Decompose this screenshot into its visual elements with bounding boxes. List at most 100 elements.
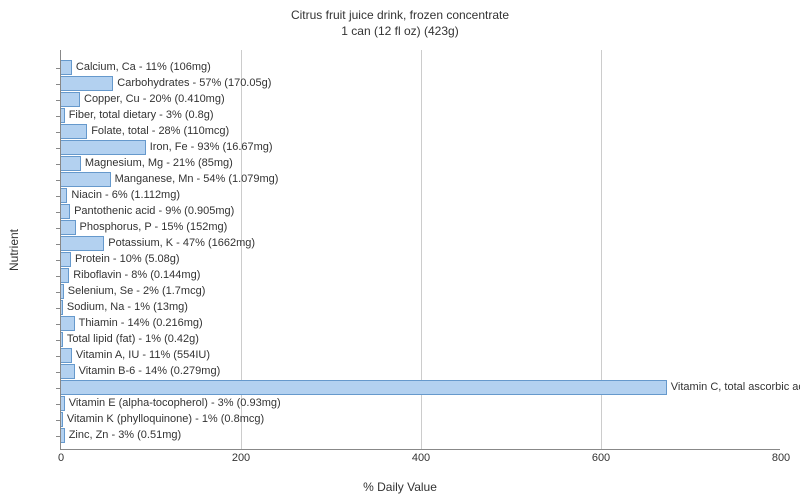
bar-label: Vitamin K (phylloquinone) - 1% (0.8mcg) [67,414,264,425]
x-axis-label: % Daily Value [363,480,437,494]
y-tick [56,276,61,277]
bars-group: Calcium, Ca - 11% (106mg) Carbohydrates -… [61,50,780,449]
y-tick [56,68,61,69]
nutrient-bar [61,412,63,427]
x-tick-label: 200 [232,452,250,464]
nutrient-bar [61,380,667,395]
bar-label: Selenium, Se - 2% (1.7mcg) [68,286,206,297]
bar-row: Vitamin E (alpha-tocopherol) - 3% (0.93m… [61,396,281,411]
bar-row: Potassium, K - 47% (1662mg) [61,236,255,251]
bar-row: Magnesium, Mg - 21% (85mg) [61,156,233,171]
bar-label: Vitamin C, total ascorbic acid - 672% (4… [671,382,800,393]
nutrient-bar [61,220,76,235]
nutrient-bar [61,60,72,75]
bar-label: Sodium, Na - 1% (13mg) [67,302,188,313]
bar-row: Zinc, Zn - 3% (0.51mg) [61,428,181,443]
x-tick-label: 0 [58,452,64,464]
nutrient-bar [61,92,80,107]
bar-row: Thiamin - 14% (0.216mg) [61,316,203,331]
plot-area: Calcium, Ca - 11% (106mg) Carbohydrates -… [60,50,780,450]
y-tick [56,84,61,85]
x-tick-label: 600 [592,452,610,464]
nutrient-bar [61,268,69,283]
bar-row: Folate, total - 28% (110mcg) [61,124,229,139]
nutrient-bar [61,348,72,363]
y-tick [56,100,61,101]
nutrient-bar [61,284,64,299]
bar-label: Pantothenic acid - 9% (0.905mg) [74,206,234,217]
nutrient-bar [61,188,67,203]
bar-label: Potassium, K - 47% (1662mg) [108,238,255,249]
nutrient-bar [61,140,146,155]
title-line-1: Citrus fruit juice drink, frozen concent… [291,8,509,22]
nutrient-bar [61,172,111,187]
nutrient-bar [61,396,65,411]
y-tick [56,308,61,309]
y-axis-label: Nutrient [7,229,21,271]
y-tick [56,148,61,149]
bar-label: Zinc, Zn - 3% (0.51mg) [69,430,181,441]
bar-row: Copper, Cu - 20% (0.410mg) [61,92,225,107]
bar-row: Riboflavin - 8% (0.144mg) [61,268,200,283]
y-tick [56,356,61,357]
y-tick [56,324,61,325]
nutrient-bar [61,204,70,219]
y-tick [56,404,61,405]
bar-row: Vitamin C, total ascorbic acid - 672% (4… [61,380,800,395]
bar-row: Protein - 10% (5.08g) [61,252,180,267]
bar-row: Total lipid (fat) - 1% (0.42g) [61,332,199,347]
bar-label: Vitamin B-6 - 14% (0.279mg) [79,366,221,377]
bar-row: Vitamin B-6 - 14% (0.279mg) [61,364,220,379]
nutrient-bar [61,156,81,171]
bar-label: Thiamin - 14% (0.216mg) [79,318,203,329]
y-tick [56,372,61,373]
bar-row: Manganese, Mn - 54% (1.079mg) [61,172,278,187]
bar-row: Niacin - 6% (1.112mg) [61,188,180,203]
nutrient-bar [61,300,63,315]
y-tick [56,228,61,229]
nutrient-bar [61,364,75,379]
bar-label: Manganese, Mn - 54% (1.079mg) [115,174,279,185]
nutrient-bar [61,252,71,267]
x-tick-label: 400 [412,452,430,464]
y-tick [56,132,61,133]
title-line-2: 1 can (12 fl oz) (423g) [341,24,458,38]
nutrient-bar [61,76,113,91]
bar-row: Iron, Fe - 93% (16.67mg) [61,140,273,155]
bar-label: Fiber, total dietary - 3% (0.8g) [69,110,214,121]
bar-row: Pantothenic acid - 9% (0.905mg) [61,204,234,219]
bar-label: Copper, Cu - 20% (0.410mg) [84,94,225,105]
nutrient-chart: Citrus fruit juice drink, frozen concent… [0,0,800,500]
bar-label: Folate, total - 28% (110mcg) [91,126,229,137]
nutrient-bar [61,428,65,443]
y-tick [56,388,61,389]
y-tick [56,292,61,293]
x-tick-label: 800 [772,452,790,464]
y-tick [56,180,61,181]
nutrient-bar [61,108,65,123]
y-tick [56,436,61,437]
bar-label: Carbohydrates - 57% (170.05g) [117,78,271,89]
bar-row: Fiber, total dietary - 3% (0.8g) [61,108,214,123]
y-tick [56,116,61,117]
bar-label: Vitamin E (alpha-tocopherol) - 3% (0.93m… [69,398,281,409]
y-tick [56,164,61,165]
nutrient-bar [61,236,104,251]
bar-row: Vitamin K (phylloquinone) - 1% (0.8mcg) [61,412,264,427]
y-tick [56,212,61,213]
bar-row: Carbohydrates - 57% (170.05g) [61,76,271,91]
bar-row: Phosphorus, P - 15% (152mg) [61,220,227,235]
bar-label: Iron, Fe - 93% (16.67mg) [150,142,273,153]
bar-row: Calcium, Ca - 11% (106mg) [61,60,211,75]
nutrient-bar [61,332,63,347]
bar-label: Vitamin A, IU - 11% (554IU) [76,350,210,361]
bar-label: Protein - 10% (5.08g) [75,254,180,265]
bar-label: Total lipid (fat) - 1% (0.42g) [67,334,199,345]
bar-label: Calcium, Ca - 11% (106mg) [76,62,211,73]
bar-row: Vitamin A, IU - 11% (554IU) [61,348,210,363]
bar-label: Riboflavin - 8% (0.144mg) [73,270,200,281]
y-tick [56,196,61,197]
bar-row: Sodium, Na - 1% (13mg) [61,300,188,315]
nutrient-bar [61,124,87,139]
bar-label: Phosphorus, P - 15% (152mg) [80,222,228,233]
